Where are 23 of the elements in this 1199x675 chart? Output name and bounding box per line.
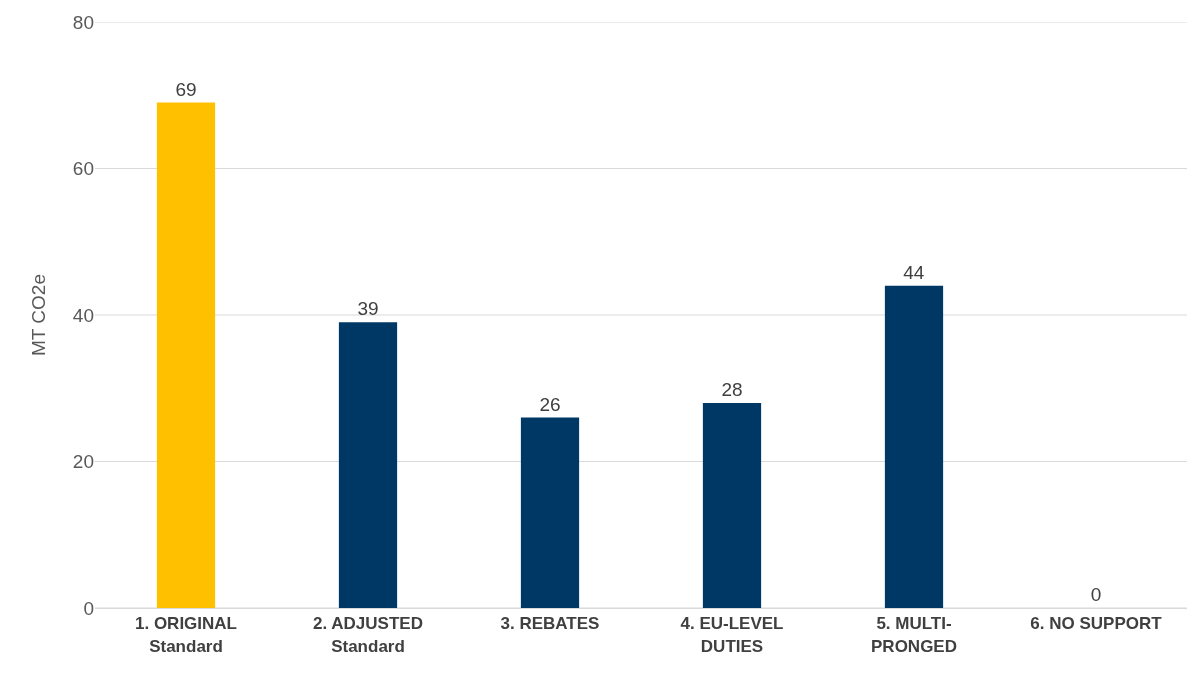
x-tick-label: 6. NO SUPPORT: [1030, 614, 1163, 634]
y-axis-title: MT CO2e: [27, 273, 49, 357]
data-label: 69: [175, 78, 197, 100]
y-tick-label: 60: [72, 158, 94, 180]
bar: [702, 402, 762, 608]
x-tick-label: 1. ORIGINAL Standard: [134, 614, 238, 656]
data-label: 0: [1090, 584, 1102, 605]
y-tick-label: 80: [72, 11, 94, 33]
y-tick-label: 0: [83, 597, 94, 619]
data-label: 26: [539, 393, 561, 415]
bar: [884, 285, 944, 608]
bar: [338, 322, 398, 608]
x-tick-label: 3. REBATES: [500, 614, 600, 634]
data-label: 28: [721, 378, 743, 400]
bar: [156, 102, 216, 608]
data-label: 44: [903, 261, 925, 283]
x-tick-label: 4. EU-LEVEL DUTIES: [680, 614, 784, 656]
bar: [520, 417, 580, 608]
data-label: 39: [357, 298, 379, 320]
y-tick-label: 20: [72, 451, 94, 473]
x-tick-label: 5. MULTI- PRONGED: [871, 614, 957, 656]
x-tick-label: 2. ADJUSTED Standard: [313, 614, 423, 656]
y-tick-label: 40: [72, 304, 94, 326]
